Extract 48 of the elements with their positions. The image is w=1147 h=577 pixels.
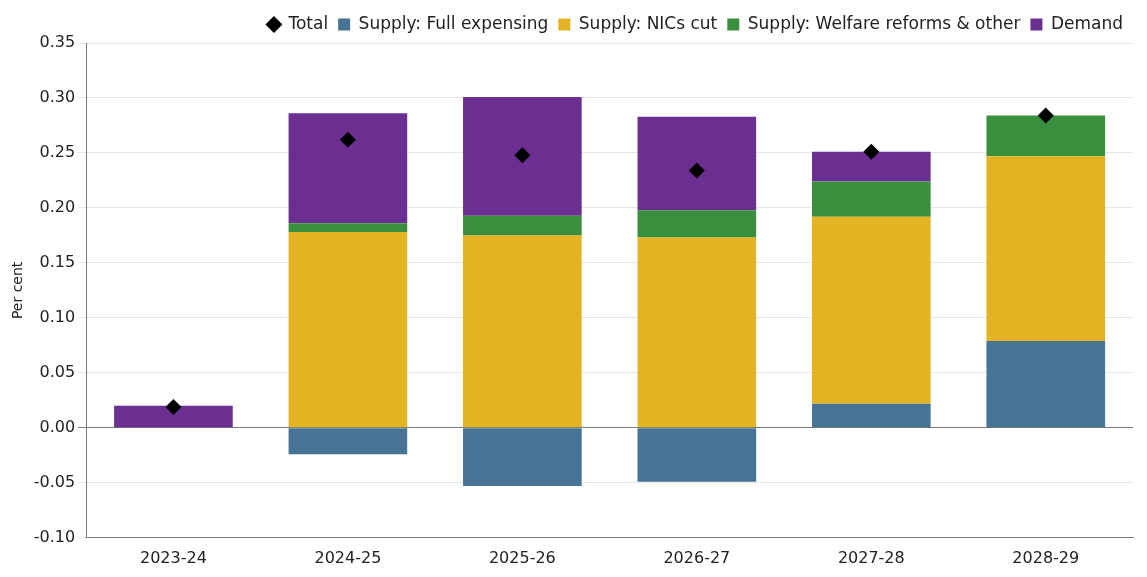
bar bbox=[288, 113, 408, 224]
y-tick-label: 0.15 bbox=[39, 252, 76, 272]
x-tick-label: 2028-29 bbox=[1012, 547, 1080, 567]
y-tick-label: -0.10 bbox=[33, 526, 76, 546]
bar bbox=[463, 235, 582, 428]
bar bbox=[114, 405, 233, 428]
bar bbox=[811, 151, 931, 182]
y-tick-label: 0.20 bbox=[39, 197, 76, 217]
y-tick-label: 0.25 bbox=[39, 142, 76, 162]
bar bbox=[288, 232, 408, 428]
y-tick-label: -0.05 bbox=[33, 471, 76, 491]
point bbox=[339, 131, 356, 148]
y-tick-label: 0.05 bbox=[39, 362, 76, 382]
bar bbox=[637, 428, 757, 482]
bar bbox=[986, 115, 1106, 157]
bar bbox=[463, 96, 582, 216]
bar bbox=[288, 428, 408, 455]
bar bbox=[811, 216, 931, 404]
bar bbox=[637, 237, 757, 428]
x-tick-label: 2027-28 bbox=[837, 547, 905, 567]
bar bbox=[811, 403, 931, 428]
bar bbox=[986, 156, 1106, 341]
y-axis-title: Per cent bbox=[9, 261, 26, 320]
bar bbox=[288, 223, 408, 233]
point bbox=[688, 162, 705, 179]
bar bbox=[463, 215, 582, 236]
x-tick-label: 2023-24 bbox=[140, 547, 207, 567]
point bbox=[165, 398, 182, 415]
point bbox=[863, 143, 880, 160]
y-tick-label: 0.35 bbox=[39, 32, 76, 52]
legend-label: Supply: NICs cut bbox=[578, 12, 718, 33]
x-tick-label: 2025-26 bbox=[488, 547, 556, 567]
x-tick-label: 2026-27 bbox=[663, 547, 731, 567]
y-tick-label: 0.30 bbox=[39, 87, 76, 107]
bar bbox=[463, 428, 582, 487]
legend-label: Demand bbox=[1050, 12, 1123, 33]
bar bbox=[811, 181, 931, 217]
y-tick-label: 0.00 bbox=[39, 417, 76, 436]
legend-label: Total bbox=[287, 12, 329, 33]
x-tick-label: 2024-25 bbox=[314, 547, 382, 567]
legend-label: Supply: Welfare reforms & other bbox=[747, 12, 1021, 33]
point bbox=[1037, 107, 1054, 124]
legend-label: Supply: Full expensing bbox=[358, 12, 549, 33]
bar bbox=[637, 210, 757, 238]
y-tick-label: 0.10 bbox=[39, 307, 76, 327]
bar bbox=[637, 116, 757, 211]
point bbox=[514, 147, 531, 164]
bar bbox=[986, 340, 1106, 428]
